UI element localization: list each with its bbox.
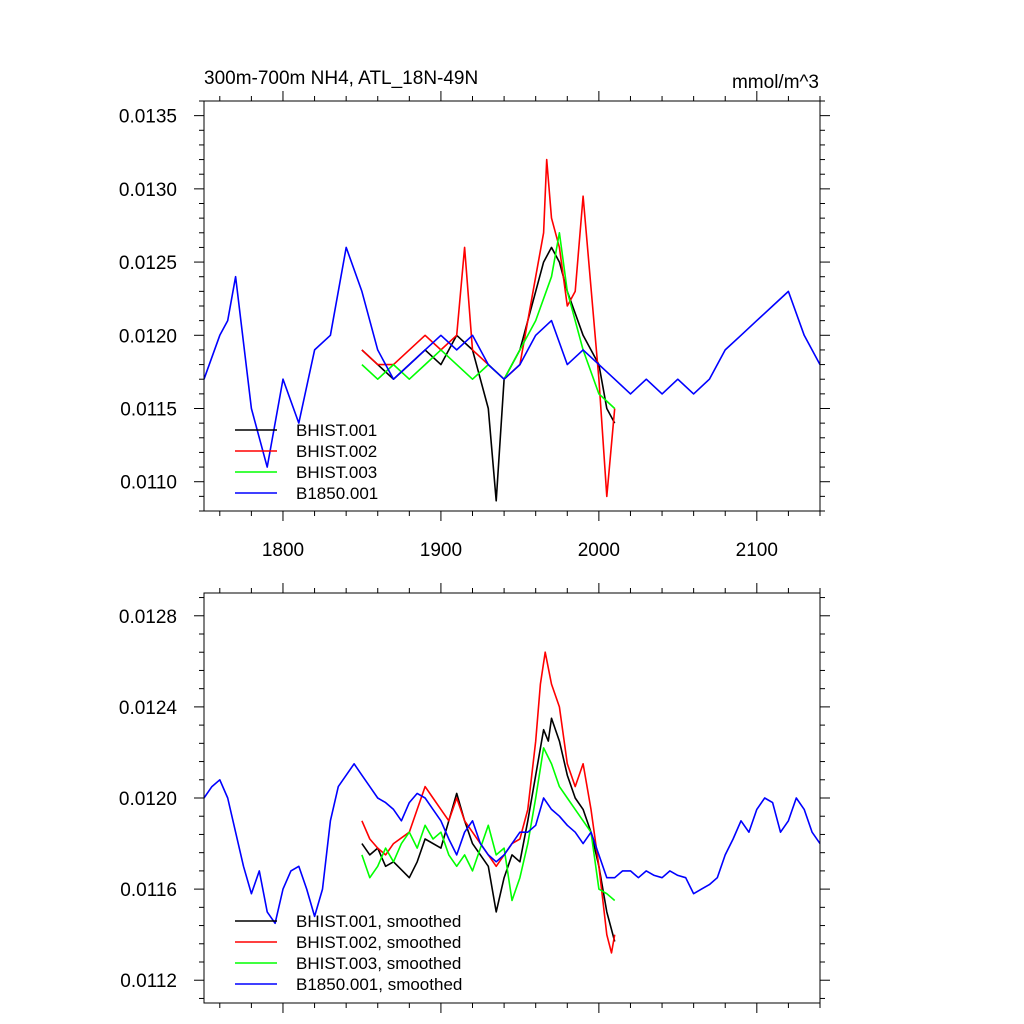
legend-label-bhist-001: BHIST.001 (296, 421, 377, 440)
y-tick-label: 0.0116 (120, 880, 177, 901)
series-line-bhist-002-smoothed (361, 651, 616, 954)
series-line-b1850-001 (203, 246, 821, 468)
bottom-axes-layer: 0.0112 0.0116 0.0120 0.0124 0.0128 (119, 583, 830, 1013)
series-line-bhist-001-smoothed (361, 717, 616, 942)
x-tick-label: 2000 (578, 540, 620, 561)
y-tick-label: 0.0135 (119, 107, 177, 128)
y-tick-label: 0.0120 (119, 326, 177, 347)
legend-label-b1850-001: B1850.001 (296, 484, 378, 503)
series-line-b1850-001-smoothed (203, 762, 821, 925)
legend-label-bhist-003: BHIST.003 (296, 463, 377, 482)
top-legend: BHIST.001 BHIST.002 BHIST.003 B1850.001 (235, 421, 378, 503)
top-panel-units: mmol/m^3 (732, 72, 819, 93)
legend-label-b1850-001-smoothed: B1850.001, smoothed (296, 975, 462, 994)
y-tick-label: 0.0120 (119, 789, 177, 810)
bottom-panel: 0.0112 0.0116 0.0120 0.0124 0.0128 BHIST.001… (119, 583, 830, 1013)
top-panel: 300m-700m NH4, ATL_18N-49N mmol/m^3 1800… (119, 68, 830, 561)
legend-label-bhist-002-smoothed: BHIST.002, smoothed (296, 933, 461, 952)
top-series-layer (203, 158, 821, 502)
bottom-legend: BHIST.001, smoothed BHIST.002, smoothed BH… (235, 912, 462, 994)
y-tick-label: 0.0112 (120, 971, 177, 992)
y-tick-label: 0.0124 (119, 698, 178, 719)
legend-label-bhist-003-smoothed: BHIST.003, smoothed (296, 954, 461, 973)
top-panel-title: 300m-700m NH4, ATL_18N-49N (204, 68, 478, 89)
series-line-bhist-003-smoothed (361, 747, 616, 902)
y-tick-label: 0.0125 (119, 253, 177, 274)
legend-label-bhist-001-smoothed: BHIST.001, smoothed (296, 912, 461, 931)
x-tick-label: 2100 (736, 540, 778, 561)
top-axes-layer: 1800 1900 2000 2100 0.0110 0.0115 0.0120 0.0125… (119, 91, 830, 561)
y-tick-label: 0.0115 (120, 400, 177, 421)
y-tick-label: 0.0110 (120, 473, 177, 494)
x-tick-label: 1800 (262, 540, 304, 561)
series-line-bhist-003 (361, 232, 616, 410)
y-tick-label: 0.0130 (119, 180, 177, 201)
x-tick-label: 1900 (420, 540, 462, 561)
legend-label-bhist-002: BHIST.002 (296, 442, 377, 461)
y-tick-label: 0.0128 (119, 607, 177, 628)
top-plot-frame (203, 100, 821, 512)
bottom-series-layer (203, 651, 821, 954)
bottom-plot-frame (203, 592, 821, 1004)
